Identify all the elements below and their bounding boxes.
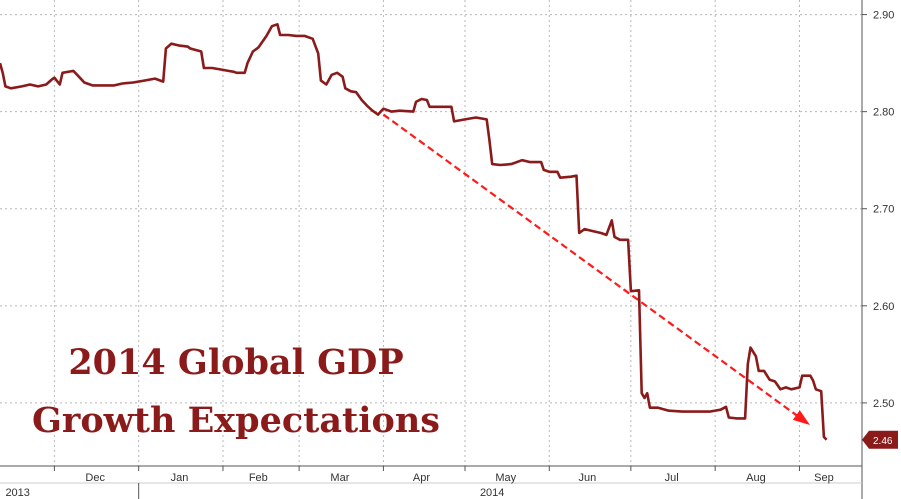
chart-title: 2014 Global GDP Growth Expectations [32,342,440,441]
grid-lines [0,0,862,466]
title-line-2: Growth Expectations [32,400,440,441]
last-value-label: 2.46 [873,436,893,447]
title-line-1: 2014 Global GDP [68,342,403,383]
x-tick-label: Dec [85,472,105,484]
x-tick-label: Apr [413,472,430,484]
y-tick-label: 2.50 [873,398,894,410]
axes [0,0,867,499]
x-tick-label: Feb [249,472,268,484]
trend-arrow-line [382,113,809,425]
y-tick-label: 2.60 [873,301,894,313]
last-value-badge [862,430,898,449]
x-tick-label: Jun [578,472,596,484]
x-tick-label: Sep [814,472,834,484]
y-tick-label: 2.90 [873,10,894,22]
year-label: 2013 [5,487,29,499]
x-tick-label: May [495,472,516,484]
x-tick-label: Jan [171,472,189,484]
x-tick-label: Jul [665,472,679,484]
trend-arrow [382,113,810,425]
series-line [0,23,828,441]
trend-arrow-head [792,410,810,425]
series-line-group [0,23,828,441]
x-tick-label: Aug [746,472,766,484]
tick-labels: 2.50 2.60 2.70 2.80 2.90 Dec Jan Feb Mar Apr May Ju… [5,10,898,499]
x-tick-label: Mar [330,472,349,484]
y-tick-label: 2.80 [873,107,894,119]
year-label: 2014 [480,487,504,499]
y-tick-label: 2.70 [873,204,894,216]
